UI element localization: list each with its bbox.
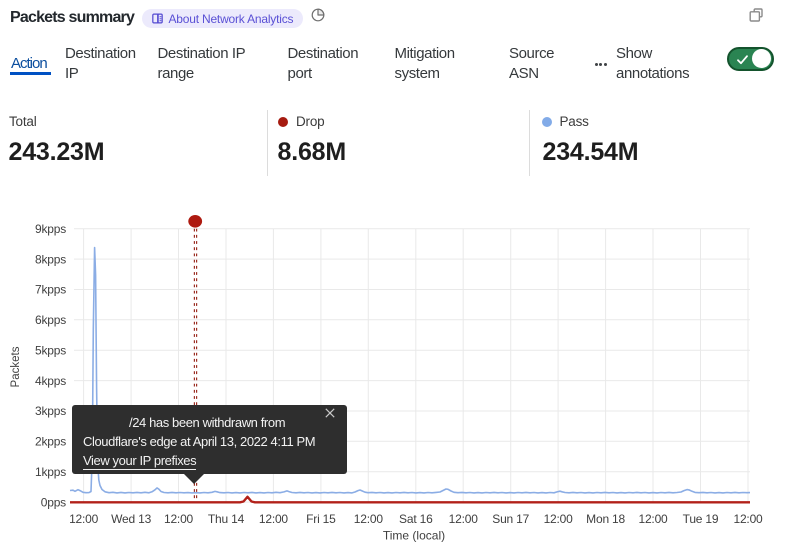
svg-text:Thu 14: Thu 14 bbox=[208, 512, 245, 526]
svg-text:6kpps: 6kpps bbox=[35, 313, 66, 327]
svg-text:Time (local): Time (local) bbox=[383, 529, 445, 543]
svg-text:Sat 16: Sat 16 bbox=[399, 512, 433, 526]
svg-text:Sun 17: Sun 17 bbox=[492, 512, 529, 526]
svg-text:Wed 13: Wed 13 bbox=[111, 512, 151, 526]
svg-text:12:00: 12:00 bbox=[733, 512, 763, 526]
svg-text:5kpps: 5kpps bbox=[35, 343, 66, 357]
svg-text:12:00: 12:00 bbox=[259, 512, 289, 526]
svg-text:9kpps: 9kpps bbox=[35, 222, 66, 236]
svg-text:12:00: 12:00 bbox=[638, 512, 668, 526]
svg-text:Tue 19: Tue 19 bbox=[683, 512, 719, 526]
svg-text:Packets: Packets bbox=[10, 346, 22, 387]
svg-text:Mon 18: Mon 18 bbox=[586, 512, 625, 526]
svg-text:8kpps: 8kpps bbox=[35, 252, 66, 266]
svg-text:7kpps: 7kpps bbox=[35, 283, 66, 297]
svg-text:12:00: 12:00 bbox=[69, 512, 99, 526]
svg-text:12:00: 12:00 bbox=[449, 512, 479, 526]
svg-text:3kpps: 3kpps bbox=[35, 404, 66, 418]
svg-text:4kpps: 4kpps bbox=[35, 374, 66, 388]
svg-text:12:00: 12:00 bbox=[164, 512, 194, 526]
svg-text:0pps: 0pps bbox=[41, 495, 66, 509]
svg-text:Fri 15: Fri 15 bbox=[306, 512, 336, 526]
svg-text:12:00: 12:00 bbox=[544, 512, 574, 526]
svg-text:12:00: 12:00 bbox=[354, 512, 384, 526]
svg-text:2kpps: 2kpps bbox=[35, 435, 66, 449]
svg-text:1kpps: 1kpps bbox=[35, 465, 66, 479]
